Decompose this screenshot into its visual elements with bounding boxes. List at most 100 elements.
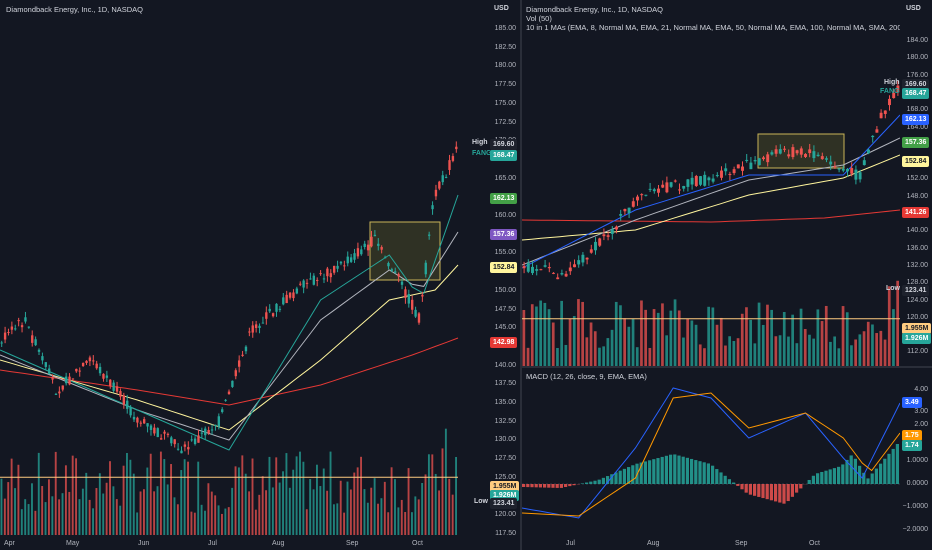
candle-body	[0, 342, 3, 344]
candle-body	[71, 378, 75, 380]
volume-bar	[316, 464, 318, 535]
candle-body	[20, 325, 24, 328]
volume-bar	[54, 451, 57, 535]
volume-bar	[732, 341, 736, 366]
volume-bar	[724, 345, 727, 366]
candle-body	[678, 189, 681, 191]
macd-canvas[interactable]	[522, 368, 900, 540]
volume-bar	[833, 336, 836, 366]
right-chart-pane[interactable]: Diamondback Energy, Inc., 1D, NASDAQ Vol…	[522, 0, 900, 366]
right-price-tag: 168.47	[902, 88, 930, 99]
volume-bar	[142, 489, 145, 535]
right-chart-canvas[interactable]	[522, 0, 900, 366]
right-price-axis[interactable]: USD 184.00180.00176.00172.00168.00164.00…	[880, 0, 932, 373]
macd-hist-bar	[669, 454, 673, 484]
candle-body	[441, 175, 444, 183]
macd-hist-bar	[690, 458, 694, 484]
price-tick: 136.00	[906, 244, 928, 252]
volume-bar	[770, 309, 773, 366]
volume-bar	[656, 312, 660, 366]
volume-bar	[535, 306, 538, 366]
macd-hist-tag: 1.74	[902, 440, 922, 451]
right-high-tag: 169.60	[902, 79, 930, 90]
price-tick: 137.50	[494, 380, 516, 388]
price-tick: 175.00	[494, 99, 516, 107]
volume-bar	[887, 286, 891, 366]
macd-hist-bar	[874, 468, 878, 484]
candle-body	[227, 391, 231, 395]
macd-hist-bar	[656, 458, 660, 484]
right-ticker-label: FANG	[880, 88, 900, 95]
candle-body	[10, 326, 14, 330]
macd-hist-bar	[870, 473, 874, 484]
time-tick: May	[66, 540, 80, 547]
volume-bar	[336, 503, 339, 535]
left-chart-pane[interactable]: Diamondback Energy, Inc., 1D, NASDAQ	[0, 0, 488, 540]
candle-body	[631, 201, 635, 207]
candle-body	[153, 427, 156, 434]
volume-bar	[390, 467, 393, 535]
volume-bar	[214, 495, 217, 535]
candle-body	[136, 417, 139, 423]
volume-bar	[75, 458, 78, 535]
price-tick: 164.00	[906, 123, 928, 131]
volume-bar	[241, 455, 244, 535]
price-tick: 127.50	[494, 455, 516, 463]
macd-hist-bar	[522, 484, 526, 487]
candle-body	[762, 157, 765, 160]
candle-body	[791, 147, 795, 158]
macd-hist-bar	[648, 460, 652, 484]
candle-body	[343, 265, 346, 267]
macd-pane[interactable]: MACD (12, 26, close, 9, EMA, EMA)	[522, 368, 900, 540]
right-low-label: Low	[886, 285, 900, 292]
volume-bar	[370, 487, 373, 535]
macd-hist-bar	[820, 471, 824, 484]
candle-body	[129, 406, 132, 416]
volume-bar	[34, 510, 37, 535]
right-time-axis[interactable]: Jul Aug Sep Oct	[522, 540, 932, 550]
macd-hist-bar	[736, 484, 740, 486]
volume-bar	[635, 347, 639, 366]
candle-body	[455, 146, 458, 150]
macd-hist-bar	[732, 482, 736, 484]
macd-hist-bar	[765, 484, 769, 500]
candle-body	[699, 176, 702, 185]
volume-bar	[850, 345, 853, 366]
left-chart-canvas[interactable]	[0, 0, 488, 540]
ema50-line	[0, 264, 459, 431]
volume-bar	[774, 336, 778, 366]
right-pane-separator[interactable]	[522, 366, 932, 368]
candle-body	[319, 273, 322, 275]
candle-body	[770, 152, 774, 155]
candle-body	[139, 422, 142, 424]
price-tick: 184.00	[906, 37, 928, 44]
price-tick: 112.00	[907, 348, 928, 356]
left-price-axis[interactable]: USD 185.00 182.50 180.00 177.50 175.00 172.50…	[472, 0, 520, 540]
macd-axis[interactable]: 4.00 3.49 3.00 2.00 1.75 1.74 1.0000 0.0…	[900, 368, 932, 540]
price-tick: 125.00	[494, 473, 516, 481]
volume-bar	[207, 483, 210, 535]
volume-bar	[95, 488, 98, 535]
price-tick: 180.00	[906, 54, 928, 62]
candle-body	[85, 360, 88, 363]
left-time-axis[interactable]: Apr May Jun Jul Aug Sep Oct	[0, 540, 488, 550]
candle-body	[34, 339, 37, 346]
volume-bar	[271, 487, 274, 535]
left-high-tag: 169.60	[490, 139, 518, 150]
candle-body	[636, 196, 639, 201]
volume-bar	[299, 451, 301, 535]
candle-body	[61, 385, 64, 390]
volume-bar	[652, 309, 656, 366]
macd-hist-bar	[589, 481, 593, 484]
candle-body	[295, 288, 299, 294]
macd-hist-bar	[849, 455, 853, 484]
candle-body	[339, 261, 343, 264]
macd-hist-bar	[799, 484, 803, 489]
candle-body	[414, 309, 417, 317]
volume-bar	[661, 303, 664, 366]
volume-bar	[698, 344, 702, 366]
pane-divider[interactable]	[520, 0, 522, 550]
candle-body	[711, 178, 715, 182]
left-vol1-tag: 1.955M	[490, 481, 520, 492]
volume-bar	[126, 452, 128, 535]
